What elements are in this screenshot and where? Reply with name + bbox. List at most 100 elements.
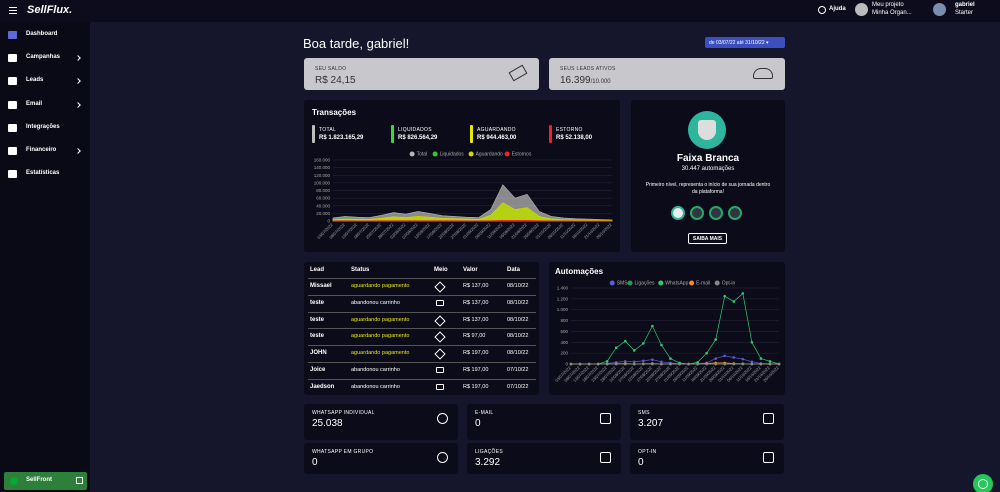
line <box>571 292 780 365</box>
nav-chevron <box>75 78 81 85</box>
lead-date: 07/10/22 <box>507 383 529 390</box>
point <box>732 300 736 303</box>
stat-value: 0 <box>638 457 644 468</box>
leads-label: SEUS LEADS ATIVOS <box>560 66 616 72</box>
point <box>642 342 645 345</box>
user-name[interactable]: gabriel <box>955 2 975 8</box>
legend-label: SMS <box>617 281 629 287</box>
y-tick-label: 160.000 <box>314 158 331 163</box>
nav-icon <box>8 147 17 155</box>
payment-icon <box>434 348 446 360</box>
menu-icon[interactable] <box>9 7 17 14</box>
sidebar: Dashboard Campanhas Leads Email Integrações F… <box>0 22 90 492</box>
nav-item[interactable]: Dashboard <box>0 30 90 42</box>
nav-item[interactable]: Integrações <box>0 123 90 135</box>
stat-value: 0 <box>475 418 481 429</box>
row-divider <box>308 294 536 296</box>
row-divider <box>308 278 536 279</box>
point <box>741 362 745 366</box>
lead-date: 08/10/22 <box>507 299 529 306</box>
sellfront-label: SellFront <box>26 477 53 483</box>
table-header: Data <box>507 267 521 273</box>
level-step[interactable] <box>671 206 685 220</box>
balance-card: SEU SALDO R$ 24,15 <box>304 58 539 90</box>
summary-label: LIQUIDADOS <box>398 127 432 133</box>
lead-status: aguardando pagamento <box>351 316 410 323</box>
point <box>633 362 636 366</box>
stat-label: E-MAIL <box>475 410 494 416</box>
lead-date: 08/10/22 <box>507 283 529 289</box>
nav-label: Email <box>26 100 43 107</box>
point <box>669 362 672 366</box>
stat-value: 0 <box>312 457 318 468</box>
lead-value: R$ 97,00 <box>463 333 486 340</box>
greeting: Boa tarde, gabriel! <box>303 36 410 51</box>
point <box>732 362 736 366</box>
y-tick-label: 120.000 <box>314 173 331 178</box>
row-divider <box>308 328 536 330</box>
sellfront-button[interactable]: SellFront <box>4 472 87 490</box>
point <box>723 354 727 358</box>
point <box>777 362 781 366</box>
y-tick-label: 60.000 <box>316 196 330 201</box>
point <box>651 324 654 328</box>
stat-card: OPT-IN 0 <box>630 443 784 474</box>
table-header: Status <box>351 267 370 273</box>
nav-item[interactable]: Campanhas <box>0 53 90 65</box>
summary-value: R$ 52.138,00 <box>556 135 593 141</box>
point <box>596 362 600 366</box>
date-range-button[interactable]: de 03/07/22 até 31/10/22 ▾ <box>705 37 785 48</box>
help-link[interactable]: Ajuda <box>829 6 846 12</box>
lead-status: abandonou carrinho <box>351 383 400 390</box>
point <box>768 359 772 363</box>
leads-value-line: 16.399/10.000 <box>560 75 611 86</box>
point <box>714 362 717 366</box>
y-tick-label: 400 <box>560 340 568 345</box>
row-divider <box>308 378 536 380</box>
stat-value: 3.207 <box>638 418 664 429</box>
automations-chart: 02004006008001.0001.2001.40003/07/202208… <box>554 280 781 383</box>
legend-label: Liquidados <box>440 152 465 158</box>
table-header: Lead <box>310 267 325 273</box>
lead-status: aguardando pagamento <box>351 350 410 357</box>
nav-item[interactable]: Estatísticas <box>0 169 90 181</box>
stat-icon <box>763 413 774 424</box>
help-icon <box>818 6 826 14</box>
leads-limit: /10.000 <box>590 79 611 85</box>
point <box>714 338 717 341</box>
point <box>723 294 727 298</box>
legend-swatch <box>714 280 720 286</box>
nav-item[interactable]: Email <box>0 100 90 112</box>
lead-name: Jaedson <box>310 383 335 390</box>
stat-card: WHATSAPP EM GRUPO 0 <box>304 443 458 474</box>
learn-more-button[interactable]: SAIBA MAIS <box>688 233 727 244</box>
stat-icon <box>600 452 611 463</box>
level-step[interactable] <box>728 206 742 220</box>
level-step[interactable] <box>690 206 704 220</box>
lead-name: teste <box>310 299 325 306</box>
stat-label: OPT-IN <box>638 449 657 455</box>
whatsapp-float-button[interactable] <box>973 474 993 492</box>
level-step[interactable] <box>709 206 723 220</box>
summary-label: ESTORNO <box>556 127 583 133</box>
level-title: Faixa Branca <box>676 153 740 164</box>
point <box>605 362 609 366</box>
nav-label: Integrações <box>26 123 60 130</box>
y-tick-label: 100.000 <box>314 180 331 185</box>
level-card: Faixa Branca 30.447 automações Primeiro … <box>631 100 785 252</box>
nav-item[interactable]: Leads <box>0 76 90 88</box>
point <box>623 339 627 343</box>
summary-bar <box>312 125 315 143</box>
project-name[interactable]: Meu projeto <box>872 2 904 8</box>
legend-label: Total <box>417 152 428 158</box>
nav-icon <box>8 31 17 39</box>
balance-value: R$ 24,15 <box>315 75 356 86</box>
nav-label: Dashboard <box>26 31 58 37</box>
lead-date: 08/10/22 <box>507 350 529 357</box>
nav-item[interactable]: Financeiro <box>0 146 90 158</box>
lead-value: R$ 137,00 <box>463 283 489 289</box>
row-divider <box>308 345 536 347</box>
y-tick-label: 0 <box>565 362 568 367</box>
legend-swatch <box>609 280 615 286</box>
stat-card: WHATSAPP INDIVIDUAL 25.038 <box>304 404 458 440</box>
